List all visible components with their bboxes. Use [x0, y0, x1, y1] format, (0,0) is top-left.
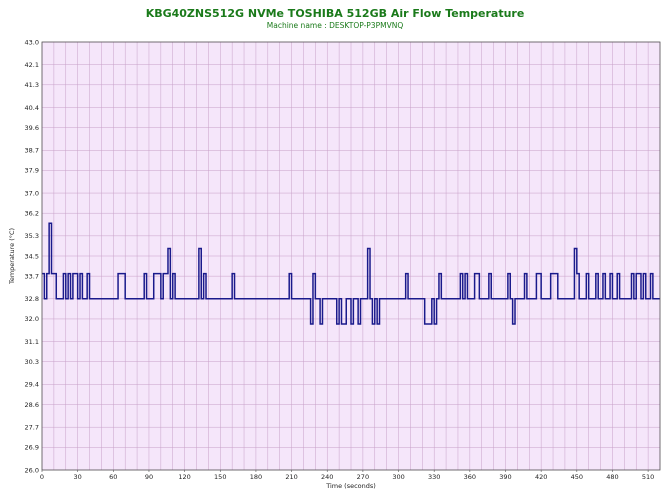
y-tick-label: 38.7	[25, 147, 39, 155]
plot-border	[41, 41, 661, 471]
y-tick-label: 32.8	[25, 295, 39, 303]
y-tick-label: 26.9	[25, 444, 39, 452]
x-tick-label: 480	[606, 473, 618, 481]
y-tick-label: 37.0	[25, 189, 39, 197]
y-tick-label: 31.1	[25, 338, 39, 346]
y-tick-label: 34.5	[25, 252, 39, 260]
tick-labels: 26.0 26.9 27.7 28.6 29.4 30.3 31.1 32.0 32.8 33.7…	[25, 38, 655, 481]
y-tick-label: 42.1	[25, 61, 39, 69]
y-tick-label: 26.0	[25, 466, 39, 474]
y-axis-label: Temperature (°C)	[8, 228, 16, 285]
y-tick-label: 41.3	[25, 81, 39, 89]
y-tick-label: 30.3	[25, 358, 39, 366]
x-tick-label: 450	[571, 473, 583, 481]
x-axis-label: Time (seconds)	[325, 482, 376, 490]
y-tick-label: 39.6	[25, 124, 39, 132]
x-tick-label: 270	[357, 473, 369, 481]
series-line	[42, 222, 660, 325]
y-tick-label: 36.2	[25, 210, 39, 218]
x-tick-label: 420	[535, 473, 547, 481]
x-tick-label: 210	[285, 473, 297, 481]
x-tick-label: 90	[145, 473, 153, 481]
y-tick-label: 29.4	[25, 381, 39, 389]
chart-title: KBG40ZNS512G NVMe TOSHIBA 512GB Air Flow…	[145, 7, 525, 20]
y-tick-label: 33.7	[25, 272, 39, 280]
y-tick-label: 27.7	[25, 424, 39, 432]
chart-subtitle: Machine name : DESKTOP-P3PMVNQ	[266, 21, 404, 30]
y-tick-label: 28.6	[25, 401, 39, 409]
x-tick-label: 510	[642, 473, 654, 481]
x-tick-label: 120	[178, 473, 190, 481]
x-tick-label: 360	[464, 473, 476, 481]
y-tick-label: 35.3	[25, 232, 39, 240]
y-tick-label: 40.4	[25, 104, 39, 112]
y-tick-label: 43.0	[25, 38, 39, 46]
x-tick-label: 390	[499, 473, 511, 481]
y-tick-label: 32.0	[25, 315, 39, 323]
x-tick-label: 330	[428, 473, 440, 481]
x-tick-label: 150	[214, 473, 226, 481]
x-tick-label: 240	[321, 473, 333, 481]
x-tick-label: 30	[74, 473, 82, 481]
x-tick-label: 0	[40, 473, 44, 481]
x-tick-label: 60	[109, 473, 117, 481]
x-tick-label: 300	[392, 473, 404, 481]
y-tick-label: 37.9	[25, 167, 39, 175]
x-tick-label: 180	[250, 473, 262, 481]
